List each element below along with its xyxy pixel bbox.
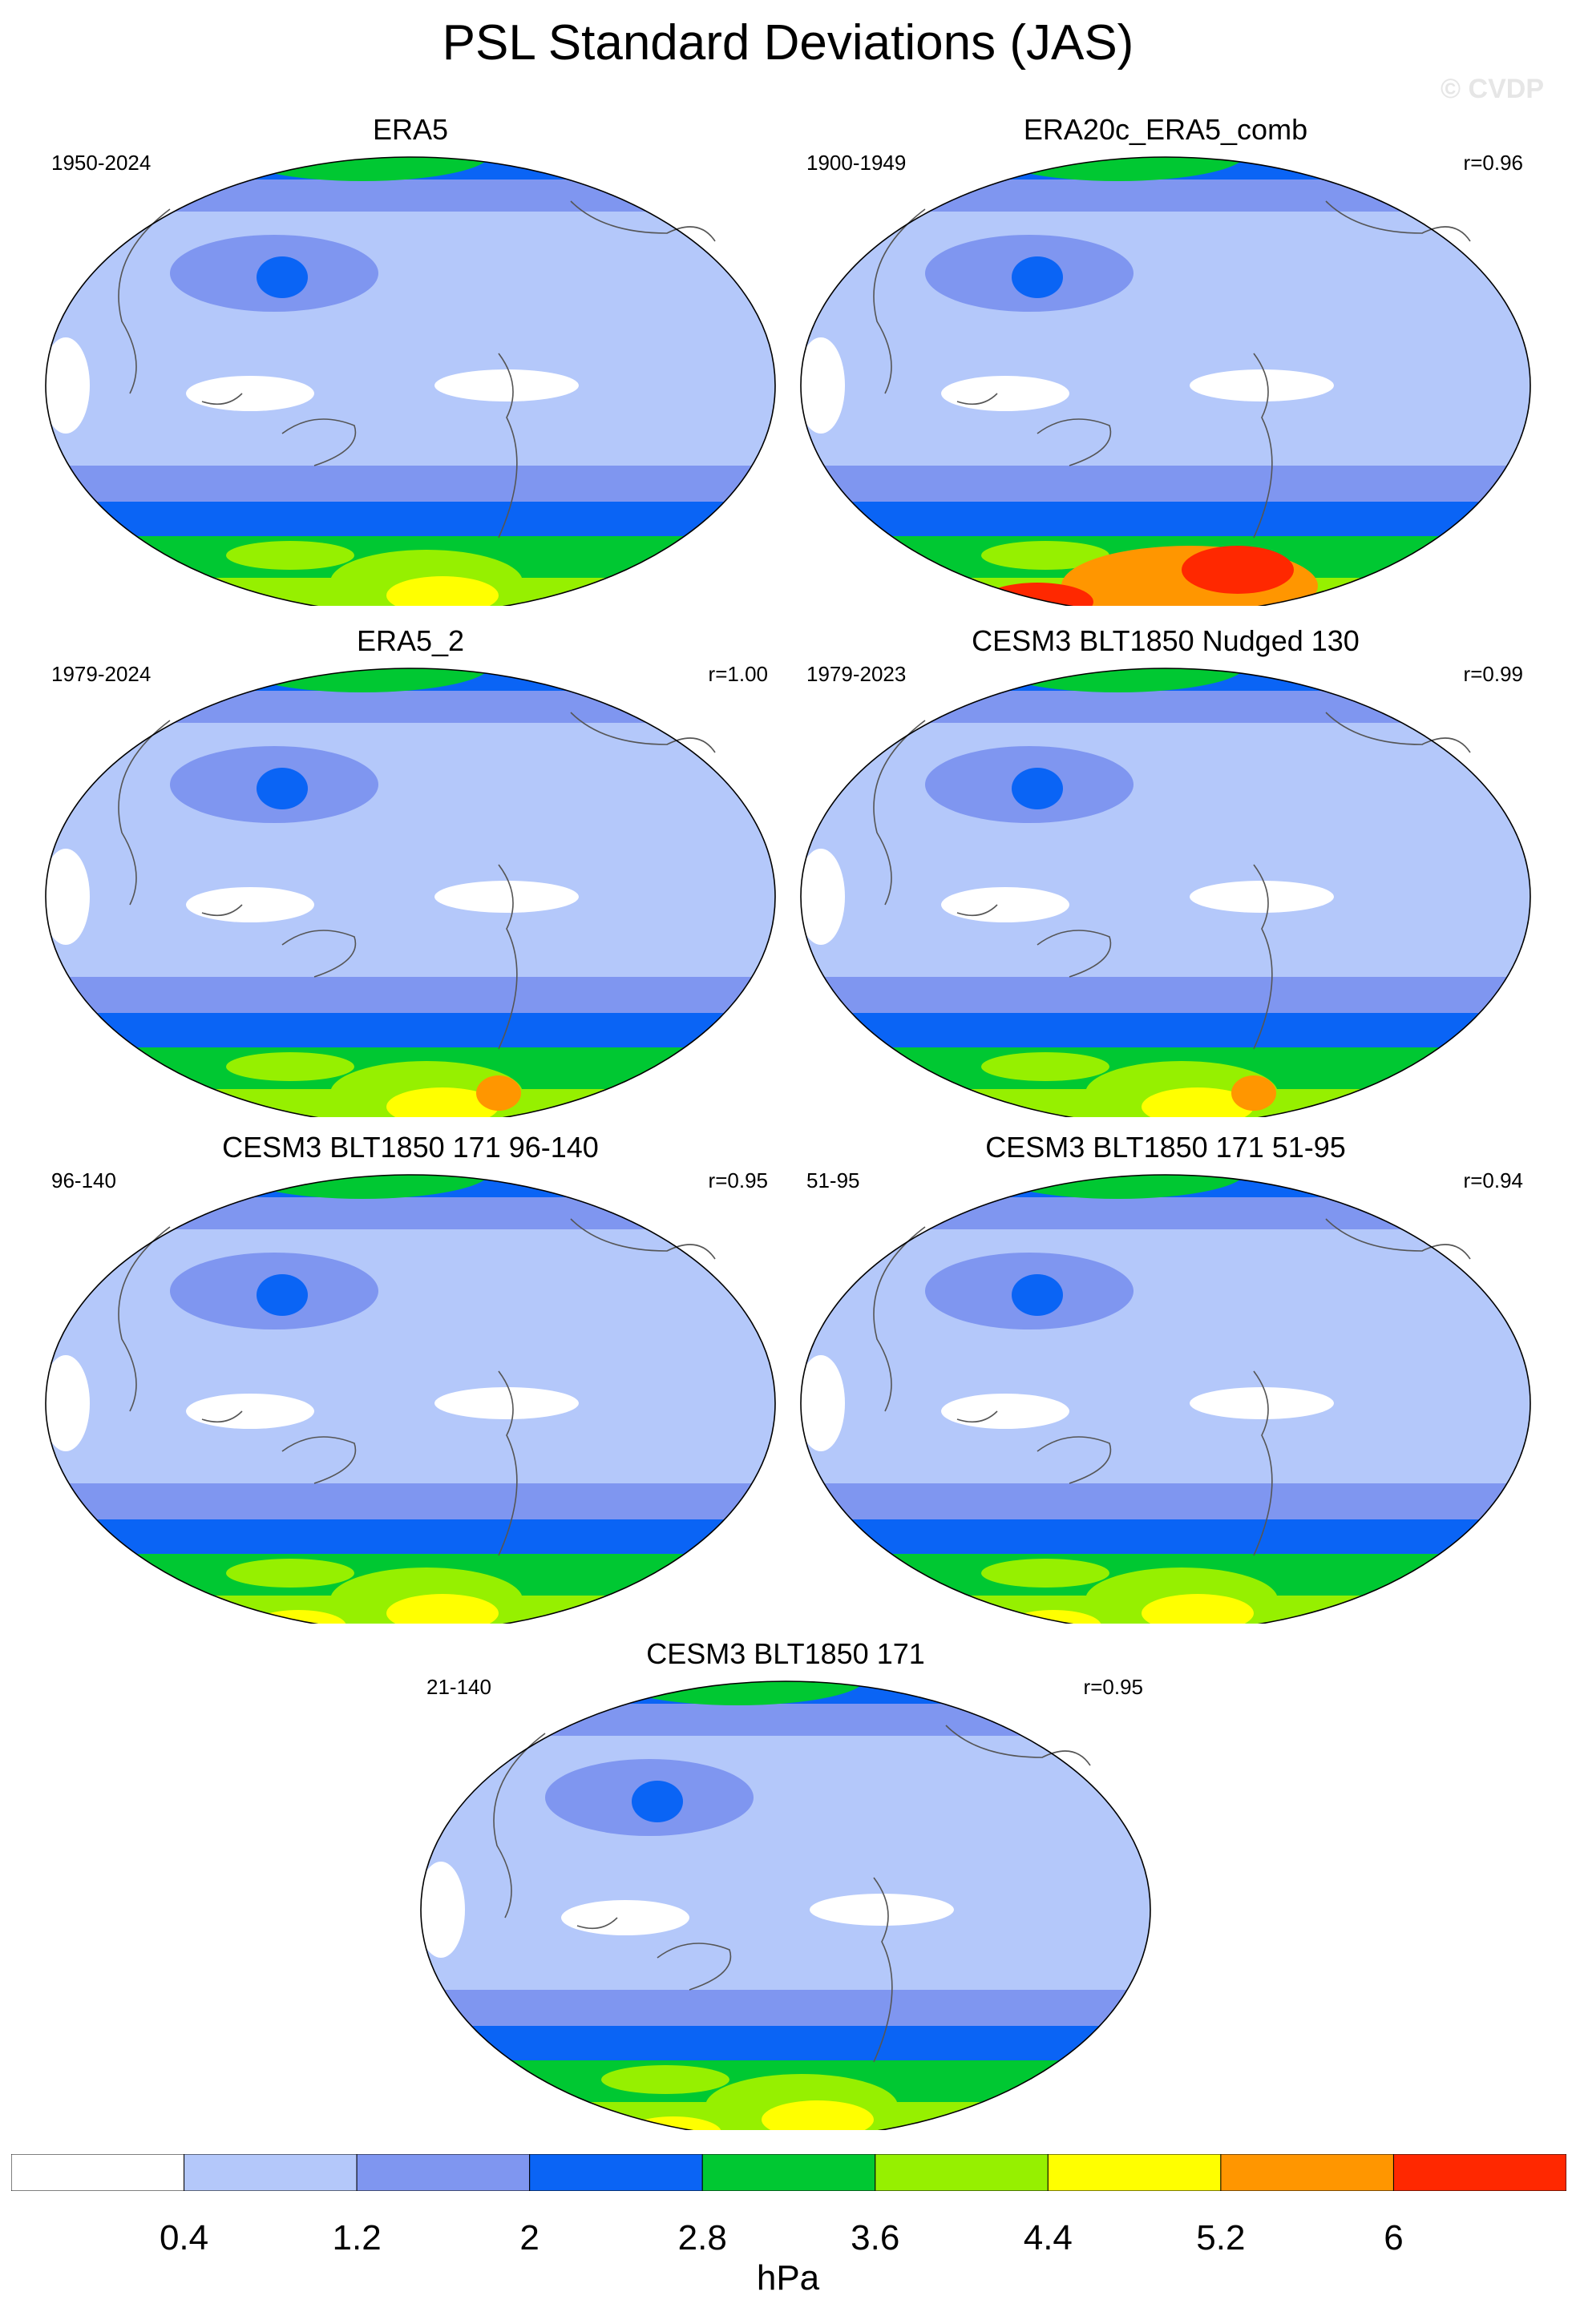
colorbar-label: 4.4 xyxy=(1023,2218,1073,2257)
map-panel: ERA5_2 1979-2024 r=1.00 xyxy=(34,623,787,1117)
map-panel: CESM3 BLT1850 171 96-140 96-140 r=0.95 xyxy=(34,1130,787,1624)
panel-correlation: r=0.94 xyxy=(1463,1168,1523,1192)
colorbar-swatch xyxy=(11,2154,185,2191)
colorbar-label: 2.8 xyxy=(677,2218,727,2257)
panel-title: ERA5 xyxy=(372,113,449,146)
colorbar-label: 1.2 xyxy=(332,2218,382,2257)
panel-correlation: r=0.95 xyxy=(708,1168,768,1192)
map-panel: ERA20c_ERA5_comb 1900-1949 r=0.96 xyxy=(789,112,1542,606)
colorbar-swatch xyxy=(529,2154,703,2191)
colorbar-swatch xyxy=(356,2154,531,2191)
global-map xyxy=(800,668,1531,1117)
colorbar-label: 6 xyxy=(1384,2218,1404,2257)
colorbar-label: 2 xyxy=(519,2218,539,2257)
watermark: © CVDP xyxy=(1441,74,1544,104)
panel-title: CESM3 BLT1850 171 51-95 xyxy=(985,1131,1346,1164)
colorbar-swatch xyxy=(1047,2154,1222,2191)
colorbar-swatch xyxy=(1220,2154,1394,2191)
global-map xyxy=(45,1174,776,1624)
map-panel: ERA5 1950-2024 xyxy=(34,112,787,606)
global-map xyxy=(45,668,776,1117)
colorbar-label: 0.4 xyxy=(159,2218,209,2257)
global-map xyxy=(800,156,1531,606)
colorbar-swatch xyxy=(875,2154,1049,2191)
global-map xyxy=(800,1174,1531,1624)
colorbar xyxy=(11,2154,1566,2191)
panel-title: ERA20c_ERA5_comb xyxy=(1023,113,1308,146)
panel-period: 1979-2024 xyxy=(51,662,152,686)
panel-period: 96-140 xyxy=(51,1168,116,1192)
panel-title: CESM3 BLT1850 171 96-140 xyxy=(222,1131,599,1164)
panel-title: CESM3 BLT1850 Nudged 130 xyxy=(972,624,1360,657)
panel-correlation: r=1.00 xyxy=(708,662,768,686)
colorbar-label: 5.2 xyxy=(1196,2218,1246,2257)
panel-title: ERA5_2 xyxy=(356,624,465,657)
global-map xyxy=(420,1680,1151,2130)
colorbar-swatch xyxy=(701,2154,876,2191)
colorbar-swatch xyxy=(184,2154,358,2191)
panel-period: 1979-2023 xyxy=(806,662,907,686)
global-map xyxy=(45,156,776,606)
panel-period: 1950-2024 xyxy=(51,151,152,175)
map-panel: CESM3 BLT1850 171 21-140 r=0.95 xyxy=(409,1636,1162,2130)
figure-title: PSL Standard Deviations (JAS) xyxy=(442,15,1134,71)
panel-correlation: r=0.96 xyxy=(1463,151,1523,175)
colorbar-units: hPa xyxy=(756,2258,820,2298)
panel-period: 21-140 xyxy=(426,1675,491,1699)
panel-title: CESM3 BLT1850 171 xyxy=(646,1637,925,1670)
colorbar-label: 3.6 xyxy=(851,2218,900,2257)
panel-period: 51-95 xyxy=(806,1168,860,1192)
panel-correlation: r=0.99 xyxy=(1463,662,1523,686)
colorbar-swatch xyxy=(1392,2154,1566,2191)
map-panel: CESM3 BLT1850 Nudged 130 1979-2023 r=0.99 xyxy=(789,623,1542,1117)
panel-period: 1900-1949 xyxy=(806,151,907,175)
map-panel: CESM3 BLT1850 171 51-95 51-95 r=0.94 xyxy=(789,1130,1542,1624)
panel-correlation: r=0.95 xyxy=(1083,1675,1143,1699)
